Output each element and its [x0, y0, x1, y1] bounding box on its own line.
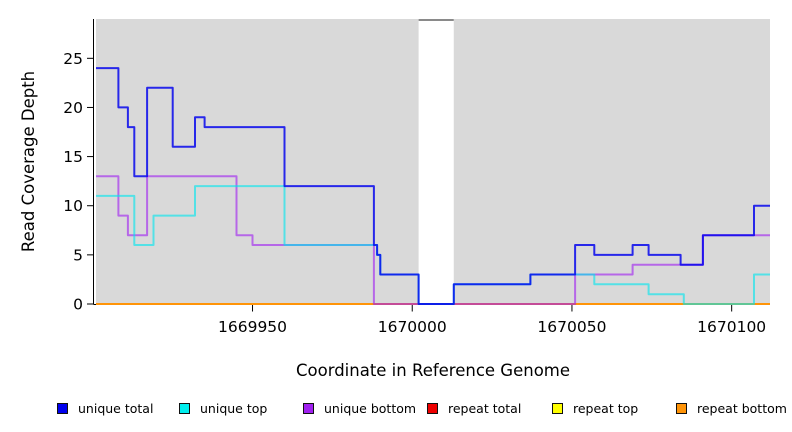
legend-item-unique-total: unique total: [57, 397, 153, 419]
legend-label: unique total: [78, 400, 154, 416]
x-tick-label: 1670050: [537, 318, 606, 336]
series-unique-total: [96, 67, 770, 305]
legend-label: repeat total: [448, 400, 522, 416]
y-tick-label: 0: [73, 296, 83, 314]
y-tick-label: 5: [73, 246, 83, 264]
legend-item-repeat-bottom: repeat bottom: [676, 397, 787, 419]
coverage-gap-cap: [418, 19, 454, 21]
series-unique-bottom: [96, 175, 770, 305]
y-tick-label: 15: [63, 148, 83, 166]
legend-swatch-unique-bottom: [303, 402, 314, 414]
legend-label: repeat bottom: [697, 400, 787, 416]
x-tick-label: 1670000: [378, 318, 447, 336]
y-tick-label: 20: [63, 99, 83, 117]
y-tick-label: 10: [63, 197, 83, 215]
legend-swatch-repeat-top: [552, 402, 563, 414]
y-axis-title: Read Coverage Depth: [19, 71, 38, 252]
legend-item-repeat-top: repeat top: [552, 397, 638, 419]
x-tick-label: 1670100: [697, 318, 766, 336]
legend-swatch-repeat-total: [427, 402, 438, 414]
legend-item-unique-bottom: unique bottom: [303, 397, 416, 419]
legend-label: unique bottom: [324, 400, 417, 416]
legend-swatch-unique-top: [179, 402, 190, 414]
legend-item-unique-top: unique top: [179, 397, 267, 419]
legend-label: unique top: [200, 400, 268, 416]
x-axis-title: Coordinate in Reference Genome: [296, 361, 570, 380]
coverage-gap-region: [418, 19, 454, 304]
legend-swatch-unique-total: [57, 402, 68, 414]
y-tick-label: 25: [63, 50, 83, 68]
x-tick-label: 1669950: [218, 318, 287, 336]
legend-label: repeat top: [573, 400, 639, 416]
legend-item-repeat-total: repeat total: [427, 397, 521, 419]
legend-swatch-repeat-bottom: [676, 402, 687, 414]
chart-legend: unique total unique top unique bottom repea…: [0, 397, 792, 423]
